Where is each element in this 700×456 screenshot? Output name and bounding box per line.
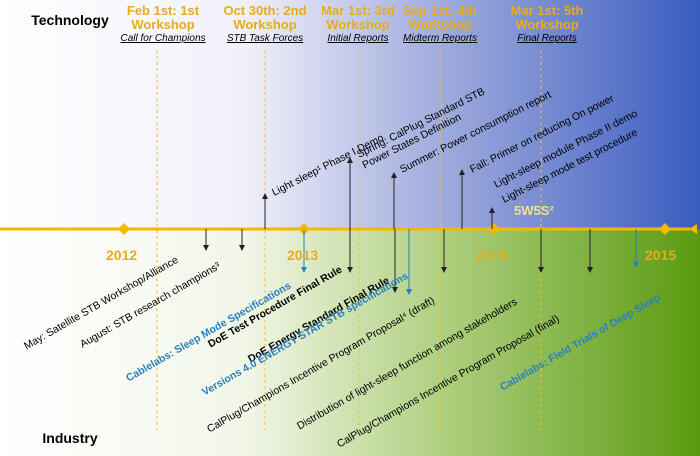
workshop-title: Mar 1st: 3rd Workshop (321, 3, 395, 32)
workshop-subtitle: Call for Champions (120, 33, 206, 44)
year-2012: 2012 (106, 247, 138, 263)
workshop-4: Sep 1st: 4th Workshop Midterm Reports (385, 3, 495, 45)
year-2015: 2015 (645, 247, 677, 263)
workshop-subtitle: STB Task Forces (226, 33, 304, 44)
workshop-title: Mar 1st: 5th Workshop (510, 3, 584, 32)
workshop-title: Sep 1st: 4th Workshop (403, 3, 477, 32)
industry-label: Industry (42, 430, 98, 446)
workshop-subtitle: Final Reports (517, 33, 577, 44)
workshop-title: Feb 1st: 1st Workshop (126, 3, 200, 32)
workshop-3: Mar 1st: 3rd Workshop Initial Reports (303, 3, 413, 45)
industry-arrows (203, 229, 593, 293)
workshop-5: Mar 1st: 5th Workshop Final Reports (492, 3, 602, 45)
year-2013: 2013 (287, 247, 319, 263)
year-2014: 2014 (476, 247, 508, 263)
technology-label: Technology (31, 12, 109, 28)
timeline-end (689, 224, 697, 234)
workshop-subtitle: Midterm Reports (403, 33, 477, 44)
workshop-1: Feb 1st: 1st Workshop Call for Champions (108, 3, 218, 45)
industry-arrows-blue (301, 229, 639, 295)
workshop-2: Oct 30th: 2nd Workshop STB Task Forces (210, 3, 320, 45)
workshop-title: Oct 30th: 2nd Workshop (223, 3, 307, 32)
workshop-subtitle: Initial Reports (327, 33, 389, 44)
tech-arrows (262, 157, 495, 229)
w5s2-label: 5W5S² (514, 203, 554, 218)
